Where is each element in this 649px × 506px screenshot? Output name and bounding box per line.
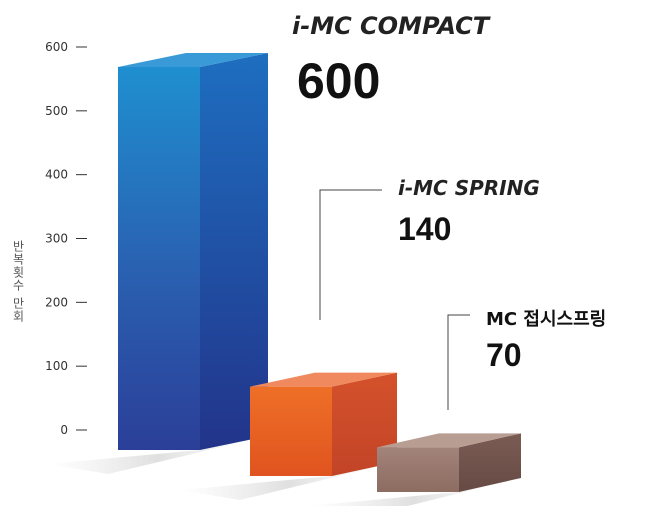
y-tick-label: 500 (45, 104, 68, 118)
bar-shadow (307, 478, 521, 506)
y-axis-label: 반복횟수 만회 (11, 240, 25, 323)
bar-shadow (180, 462, 397, 500)
bar-value-label: 140 (398, 211, 451, 247)
y-tick-label: 100 (45, 359, 68, 373)
y-tick-label: 300 (45, 232, 68, 246)
y-tick-label: 0 (60, 423, 68, 437)
bar-category-label: MC 접시스프링 (486, 309, 606, 330)
bar-category-label: i-MC COMPACT (292, 12, 491, 40)
bar-value-label: 600 (297, 53, 380, 109)
bar-category-label: i-MC SPRING (398, 176, 540, 200)
y-axis: 0 100 200 300 400 500 600 (45, 40, 87, 437)
labels-group: i-MC COMPACT 600 i-MC SPRING 140 MC 접시스프링 70 (292, 12, 606, 410)
bars-group (48, 53, 521, 506)
bar-shadow (48, 436, 268, 474)
y-tick-label: 400 (45, 168, 68, 182)
bar (48, 53, 268, 474)
bar-top-face (250, 372, 397, 387)
y-tick-label: 600 (45, 40, 68, 54)
bar (307, 433, 521, 506)
bar-side-face (459, 433, 521, 492)
bar-front-face (250, 386, 332, 476)
bar-value-label: 70 (486, 337, 522, 373)
leader-line (447, 314, 470, 410)
bar-side-face (200, 53, 268, 450)
y-tick-label: 200 (45, 295, 68, 309)
bar-front-face (118, 67, 200, 450)
leader-line (319, 189, 382, 320)
bar-top-face (118, 53, 268, 67)
bar-top-face (377, 433, 521, 448)
bar-front-face (377, 447, 459, 492)
